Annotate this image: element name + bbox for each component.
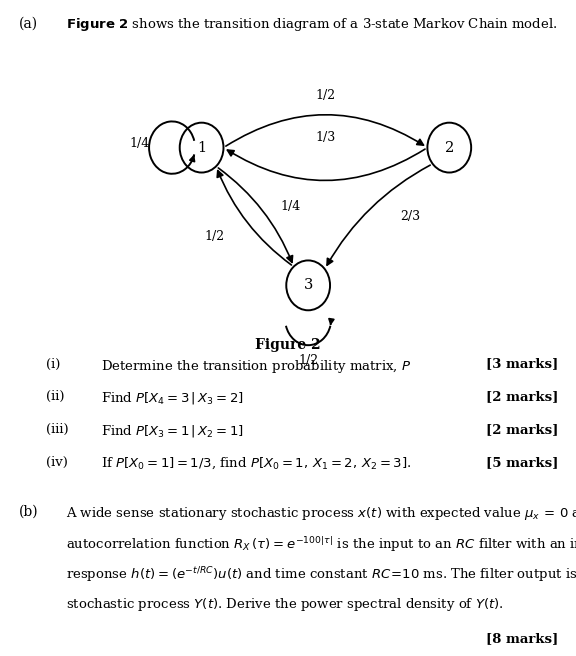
Text: $\mathbf{Figure\ 2}$ shows the transition diagram of a 3-state Markov Chain mode: $\mathbf{Figure\ 2}$ shows the transitio…	[66, 16, 558, 33]
Text: 1/2: 1/2	[204, 230, 225, 243]
Text: A wide sense stationary stochastic process $x(t)$ with expected value $\mu_x\,=\: A wide sense stationary stochastic proce…	[66, 505, 576, 522]
Text: Find $P[X_4 = 3\,|\,X_3 = 2]$: Find $P[X_4 = 3\,|\,X_3 = 2]$	[101, 390, 244, 406]
Text: 1/2: 1/2	[316, 89, 335, 102]
Text: [5 marks]: [5 marks]	[486, 456, 559, 469]
Text: autocorrelation function $R_X\,(\tau) = e^{-100|\tau|}$ is the input to an $RC$ : autocorrelation function $R_X\,(\tau) = …	[66, 535, 576, 554]
Text: [3 marks]: [3 marks]	[487, 358, 559, 371]
Text: [8 marks]: [8 marks]	[487, 632, 559, 645]
Text: If $P[X_0 = 1] = 1/3$, find $P[X_0 = 1,\,X_1 = 2,\,X_2 = 3]$.: If $P[X_0 = 1] = 1/3$, find $P[X_0 = 1,\…	[101, 456, 411, 472]
Text: Determine the transition probability matrix, $P$: Determine the transition probability mat…	[101, 358, 411, 375]
Text: 1/4: 1/4	[281, 200, 301, 213]
Text: 2: 2	[445, 140, 454, 155]
Text: 2/3: 2/3	[400, 210, 420, 223]
Text: response $h(t) = \left(e^{-t/RC}\right)u(t)$ and time constant $RC\!=\!10$ ms. T: response $h(t) = \left(e^{-t/RC}\right)u…	[66, 565, 576, 585]
Text: [2 marks]: [2 marks]	[486, 423, 559, 436]
Text: [2 marks]: [2 marks]	[486, 390, 559, 403]
Text: (a): (a)	[18, 16, 37, 30]
Text: Find $P[X_3 = 1\,|\,X_2 = 1]$: Find $P[X_3 = 1\,|\,X_2 = 1]$	[101, 423, 244, 439]
Text: Figure 2: Figure 2	[255, 338, 321, 352]
Text: 1/2: 1/2	[298, 354, 318, 367]
Text: (ii): (ii)	[46, 390, 65, 403]
Text: (iii): (iii)	[46, 423, 69, 436]
Text: 1/3: 1/3	[315, 131, 336, 144]
Text: 1/4: 1/4	[129, 137, 149, 150]
Text: 1: 1	[197, 140, 206, 155]
Text: stochastic process $Y(t)$. Derive the power spectral density of $Y(t)$.: stochastic process $Y(t)$. Derive the po…	[66, 596, 504, 613]
Text: (b): (b)	[18, 505, 38, 519]
Text: (iv): (iv)	[46, 456, 68, 469]
Text: (i): (i)	[46, 358, 60, 371]
Text: 3: 3	[304, 278, 313, 293]
